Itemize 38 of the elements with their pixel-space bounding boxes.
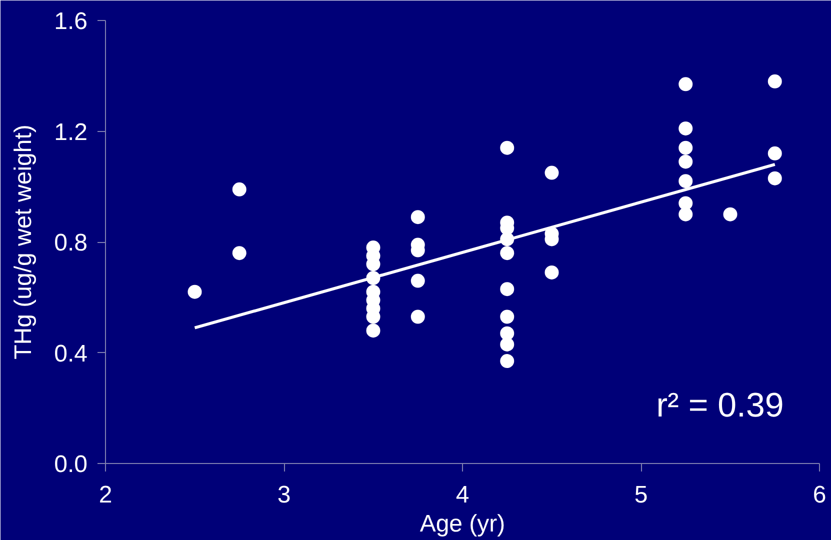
point: [678, 174, 693, 188]
point: [366, 324, 380, 338]
point: [678, 121, 693, 136]
point: [678, 154, 693, 169]
y-tick-label: 1.6: [54, 8, 88, 35]
x-tick-label: 6: [812, 482, 826, 508]
y-tick-label: 0.0: [54, 451, 88, 478]
point: [768, 171, 782, 186]
point: [768, 74, 782, 88]
point: [500, 140, 514, 155]
point: [410, 274, 425, 288]
annotation: r² = 0.39: [656, 386, 784, 425]
point: [188, 284, 202, 299]
point: [500, 282, 514, 296]
point: [723, 207, 738, 222]
y-tick-label: 0.8: [54, 230, 88, 256]
x-tick-label: 2: [98, 482, 112, 508]
y-axis-title: THg (ug/g wet weight): [10, 124, 38, 360]
y-tick-label: 1.2: [54, 118, 88, 146]
point: [768, 146, 782, 160]
point: [410, 310, 425, 324]
y-tick-label: 0.4: [54, 340, 88, 368]
point: [678, 140, 693, 155]
point: [678, 77, 693, 92]
x-tick-label: 5: [634, 482, 648, 508]
point: [544, 265, 559, 280]
x-axis-title: Age (yr): [420, 510, 506, 538]
point: [500, 354, 514, 368]
point: [232, 246, 246, 260]
x-tick-label: 3: [277, 482, 291, 508]
point: [410, 210, 425, 224]
point: [500, 337, 514, 352]
point: [232, 182, 246, 196]
point: [500, 310, 514, 324]
point: [500, 246, 514, 260]
point: [544, 166, 559, 180]
point: [678, 207, 693, 222]
x-tick-label: 4: [456, 482, 470, 508]
